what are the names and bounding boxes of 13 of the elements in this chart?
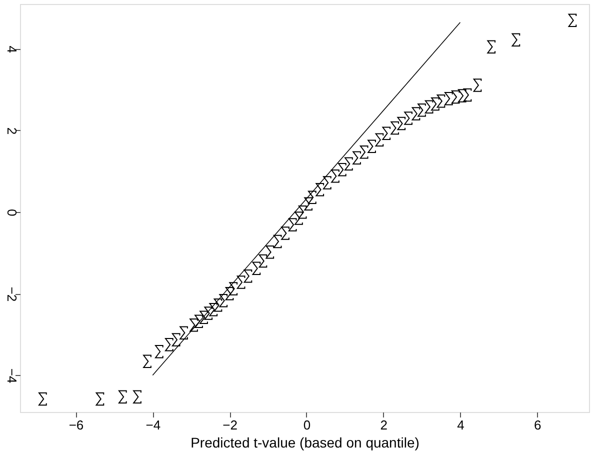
x-axis-title: Predicted t-value (based on quantile) [190, 434, 420, 450]
x-tick-label: −2 [222, 418, 238, 432]
y-tick-label: 2 [4, 127, 20, 135]
x-tick-label: −6 [68, 418, 84, 432]
y-tick-label: −4 [4, 368, 20, 384]
x-tick-label: −4 [146, 418, 161, 432]
x-tick-label: 2 [380, 418, 388, 432]
y-tick-label: 0 [4, 208, 20, 216]
x-tick-label: 6 [534, 418, 542, 432]
y-tick-label: 4 [4, 46, 20, 53]
x-tick-label: 0 [303, 418, 311, 432]
y-tick-label: −2 [4, 286, 20, 302]
x-tick-label: 4 [457, 418, 464, 432]
